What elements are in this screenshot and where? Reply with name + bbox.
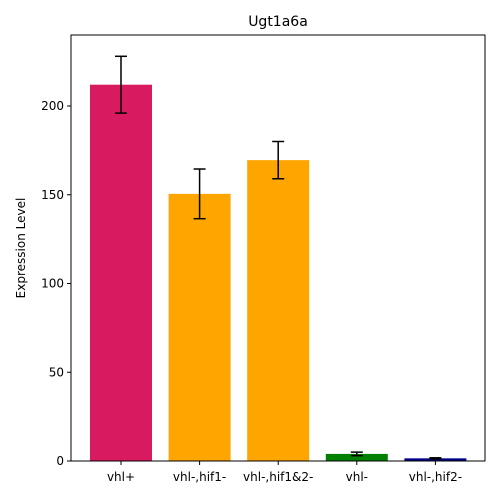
bar-3 xyxy=(325,453,388,461)
y-axis-label: Expression Level xyxy=(14,198,28,299)
y-tick-label-1: 50 xyxy=(49,365,64,379)
y-tick-label-2: 100 xyxy=(41,277,64,291)
y-tick-label-3: 150 xyxy=(41,188,64,202)
bar-1 xyxy=(168,193,231,462)
x-tick-label-4: vhl-,hif2- xyxy=(409,470,462,484)
y-tick-label-4: 200 xyxy=(41,99,64,113)
x-tick-label-0: vhl+ xyxy=(107,470,135,484)
bar-4 xyxy=(404,458,467,461)
bar-2 xyxy=(247,160,310,461)
x-tick-label-3: vhl- xyxy=(346,470,368,484)
y-tick-label-0: 0 xyxy=(56,454,64,468)
x-tick-label-2: vhl-,hif1&2- xyxy=(243,470,313,484)
x-tick-label-1: vhl-,hif1- xyxy=(173,470,226,484)
chart-title: Ugt1a6a xyxy=(248,14,308,30)
plot-area: 0 50 100 150 200 vhl+ vhl-,hif1- vhl-,hif1&2- vh… xyxy=(41,34,486,484)
bar-0 xyxy=(90,84,152,461)
